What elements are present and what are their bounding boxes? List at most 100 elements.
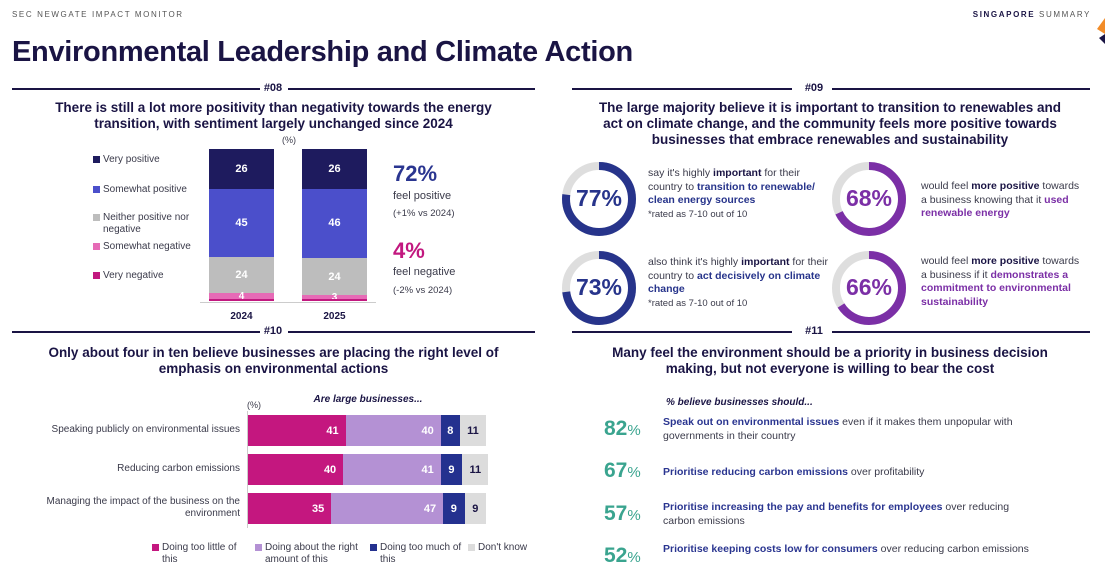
heading-line: making, but not everyone is willing to b… <box>665 361 995 376</box>
legend-label: Doing too little of this <box>162 542 237 565</box>
bar-segment: 24 <box>302 258 367 295</box>
brand-label: SEC NEWGATE IMPACT MONITOR <box>12 10 184 19</box>
legend-swatch <box>152 544 159 551</box>
text-segment: demonstrates a commitment to environment… <box>921 268 1071 308</box>
unit-label: (%) <box>282 135 296 145</box>
negative-value: 4% <box>393 238 425 263</box>
text-segment: important <box>741 256 790 268</box>
text-segment: act decisively on climate change <box>648 269 821 296</box>
text-segment: for their country to <box>648 167 800 193</box>
bar-segment: 40 <box>345 415 441 446</box>
stat-value: 57% <box>604 502 641 526</box>
positive-value: 72% <box>393 161 438 186</box>
legend-swatch <box>93 272 100 279</box>
stat-description: Prioritise reducing carbon emissions ove… <box>663 465 1043 479</box>
stat-number: 57 <box>604 502 628 525</box>
data-label: 9 <box>448 463 455 476</box>
bar-segment: 24 <box>209 256 274 294</box>
positive-label: feel positive <box>393 190 452 202</box>
stat-bold: Prioritise keeping costs low for consume… <box>663 543 878 555</box>
axis-line <box>247 450 248 489</box>
positive-change: (+1% vs 2024) <box>393 208 455 219</box>
text-segment: towards a business if it <box>921 255 1080 281</box>
data-label: 41 <box>421 463 434 476</box>
bar-segment: 41 <box>248 415 346 446</box>
section-number-09: #09 <box>804 82 824 94</box>
region-label: SINGAPORE SUMMARY <box>973 10 1091 19</box>
axis-line <box>247 411 248 450</box>
data-label: 45 <box>235 216 248 229</box>
stat-number: 67 <box>604 459 628 482</box>
stat-rest: even if it makes them unpopular with gov… <box>663 416 1013 442</box>
legend-item: Neither positive nor negative <box>93 212 203 236</box>
divider <box>572 88 792 90</box>
data-label: 41 <box>326 424 339 437</box>
legend-label: Very positive <box>103 154 160 165</box>
legend-swatch <box>93 214 100 221</box>
donut-value: 66% <box>845 274 893 300</box>
text-segment: transition to renewable/ clean energy so… <box>648 180 815 207</box>
legend-swatch <box>93 186 100 193</box>
donut-chart <box>832 251 906 325</box>
row-label: Reducing carbon emissions <box>117 463 240 474</box>
heading-line: act on climate change, and the community… <box>603 116 1057 131</box>
data-label: 26 <box>328 162 341 175</box>
bar-segment: 4 <box>209 290 274 302</box>
stat-number: 52 <box>604 544 628 567</box>
bar-segment <box>209 299 274 301</box>
donut-value: 77% <box>575 185 623 211</box>
row-label: Managing the impact of the business on t… <box>46 496 240 519</box>
data-label: 47 <box>423 502 437 515</box>
data-label: 26 <box>235 162 248 175</box>
heading-line: Many feel the environment should be a pr… <box>612 345 1048 360</box>
stat-rest: over profitability <box>847 466 925 478</box>
bar-segment: 9 <box>443 493 465 524</box>
legend-label: Doing about the right amount of this <box>265 542 358 565</box>
section-09-heading: The large majority believe it is importa… <box>560 100 1100 148</box>
data-label: 9 <box>472 502 479 515</box>
axis-line <box>247 489 248 528</box>
bar-segment: 40 <box>248 454 344 485</box>
data-label: 4 <box>238 290 245 302</box>
legend-swatch <box>370 544 377 551</box>
data-label: 40 <box>323 463 337 476</box>
donut-chart <box>832 162 906 236</box>
data-label: 9 <box>450 502 457 515</box>
divider <box>288 331 535 333</box>
stat-value: 67% <box>604 459 641 483</box>
data-label: 8 <box>447 424 454 437</box>
section-number-11: #11 <box>805 325 823 337</box>
heading-line: There is still a lot more positivity tha… <box>55 100 492 115</box>
stat-bold: Prioritise reducing carbon emissions <box>663 466 848 478</box>
donut-description: say it's highly important for their coun… <box>648 167 828 221</box>
footnote: *rated as 7-10 out of 10 <box>648 208 748 220</box>
donut-chart <box>562 162 636 236</box>
divider <box>12 88 260 90</box>
divider <box>12 331 260 333</box>
stat-description: Prioritise increasing the pay and benefi… <box>663 500 1043 528</box>
legend-item: Doing too little of this <box>152 542 247 566</box>
legend-label: Somewhat positive <box>103 184 187 195</box>
donut-description: would feel more positive towards a busin… <box>921 180 1081 221</box>
legend-label: Somewhat negative <box>103 241 191 252</box>
category-label: 2025 <box>323 311 346 322</box>
donut-description: would feel more positive towards a busin… <box>921 255 1081 309</box>
divider <box>288 88 535 90</box>
region-bold: SINGAPORE <box>972 10 1036 19</box>
legend-label: Don't know <box>478 542 528 553</box>
bar-segment: 3 <box>302 292 367 303</box>
region-rest: SUMMARY <box>1035 10 1091 19</box>
section-number-08: #08 <box>263 82 283 94</box>
bar-segment: 46 <box>302 188 367 259</box>
list-subtitle: % believe businesses should... <box>666 397 813 408</box>
chart-title: Are large businesses... <box>313 394 423 405</box>
text-segment: more positive <box>971 180 1040 192</box>
legend-item: Very positive <box>93 154 203 166</box>
text-segment: important <box>713 167 762 179</box>
text-segment: more positive <box>971 255 1040 267</box>
text-segment: for their country to <box>648 256 828 282</box>
negative-label: feel negative <box>393 266 456 278</box>
bar-segment: 45 <box>209 188 274 257</box>
donut-fill <box>562 162 636 236</box>
section-08-heading: There is still a lot more positivity tha… <box>12 100 535 132</box>
